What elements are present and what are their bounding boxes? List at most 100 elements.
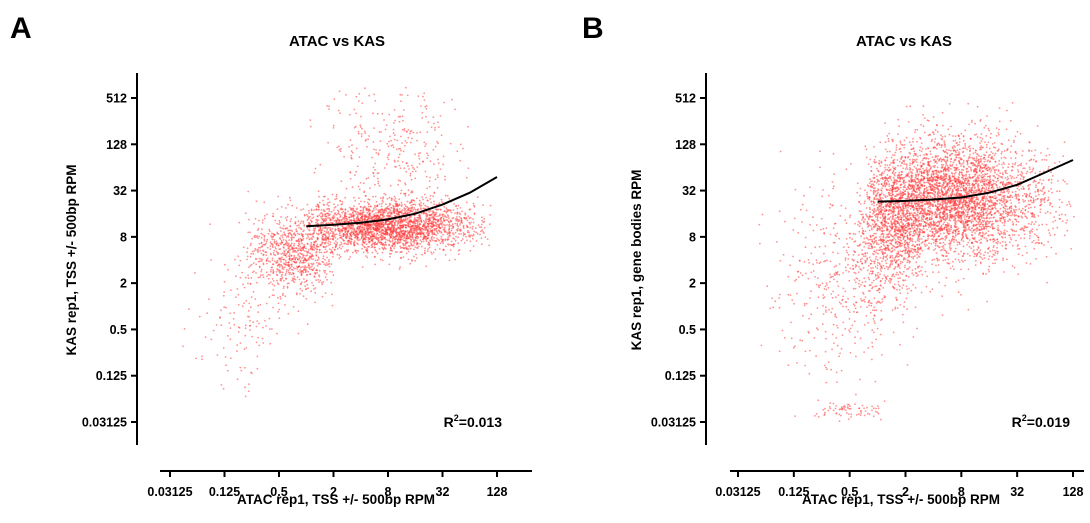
scatter-point bbox=[956, 241, 959, 244]
scatter-point bbox=[396, 235, 398, 238]
scatter-point bbox=[1020, 237, 1022, 240]
scatter-point bbox=[316, 264, 319, 267]
scatter-point bbox=[300, 220, 303, 223]
scatter-point bbox=[262, 254, 265, 257]
scatter-point bbox=[299, 260, 302, 263]
scatter-point bbox=[377, 209, 380, 212]
scatter-point bbox=[349, 233, 351, 235]
scatter-point bbox=[375, 222, 377, 225]
scatter-point bbox=[434, 126, 437, 129]
scatter-point bbox=[955, 164, 958, 166]
scatter-point bbox=[355, 95, 358, 98]
scatter-point bbox=[426, 215, 429, 218]
scatter-point bbox=[950, 149, 952, 152]
scatter-point bbox=[374, 195, 377, 198]
scatter-point bbox=[372, 112, 374, 115]
scatter-point bbox=[209, 223, 212, 226]
scatter-point bbox=[296, 276, 299, 279]
scatter-point bbox=[408, 211, 411, 214]
scatter-point bbox=[382, 216, 384, 219]
scatter-point bbox=[422, 240, 425, 243]
scatter-point bbox=[394, 197, 397, 200]
scatter-point bbox=[1053, 216, 1056, 219]
scatter-point bbox=[346, 225, 349, 228]
scatter-point bbox=[404, 140, 407, 142]
scatter-point bbox=[280, 253, 283, 255]
scatter-point bbox=[914, 241, 917, 243]
scatter-point bbox=[367, 205, 370, 208]
scatter-point bbox=[447, 243, 449, 246]
scatter-point bbox=[323, 251, 326, 254]
scatter-point bbox=[333, 219, 336, 222]
scatter-point bbox=[890, 156, 893, 159]
scatter-point bbox=[907, 206, 910, 209]
scatter-point bbox=[324, 234, 327, 237]
scatter-point bbox=[963, 216, 966, 218]
scatter-point bbox=[355, 229, 357, 232]
scatter-point bbox=[429, 225, 432, 228]
scatter-point bbox=[272, 306, 274, 309]
scatter-point bbox=[400, 256, 403, 259]
scatter-point bbox=[228, 322, 231, 324]
scatter-point bbox=[429, 230, 432, 232]
scatter-point bbox=[258, 219, 260, 222]
scatter-point bbox=[433, 232, 435, 234]
scatter-point bbox=[371, 227, 374, 230]
scatter-point bbox=[911, 169, 914, 171]
scatter-point bbox=[339, 244, 341, 247]
scatter-point bbox=[996, 173, 998, 176]
scatter-point bbox=[459, 224, 461, 226]
scatter-point bbox=[373, 218, 376, 221]
scatter-point bbox=[381, 244, 384, 246]
scatter-point bbox=[334, 240, 337, 243]
scatter-point bbox=[442, 216, 444, 218]
scatter-point bbox=[306, 242, 309, 245]
scatter-point bbox=[383, 237, 386, 239]
scatter-point bbox=[420, 233, 422, 236]
scatter-point bbox=[433, 229, 436, 232]
scatter-point bbox=[980, 175, 982, 177]
scatter-point bbox=[378, 247, 381, 250]
scatter-point bbox=[249, 324, 251, 327]
scatter-point bbox=[329, 241, 332, 244]
scatter-point bbox=[391, 245, 394, 248]
scatter-point bbox=[250, 263, 253, 266]
scatter-point bbox=[335, 193, 338, 196]
scatter-point bbox=[367, 198, 370, 201]
scatter-point bbox=[460, 239, 463, 242]
scatter-point bbox=[386, 212, 389, 215]
scatter-point bbox=[1018, 247, 1021, 250]
scatter-point bbox=[383, 233, 386, 236]
scatter-point bbox=[359, 238, 361, 241]
scatter-point bbox=[336, 217, 339, 220]
scatter-point bbox=[330, 249, 333, 252]
scatter-point bbox=[399, 227, 402, 230]
scatter-point bbox=[397, 115, 400, 118]
scatter-point bbox=[306, 227, 309, 229]
scatter-point bbox=[321, 218, 324, 221]
scatter-point bbox=[272, 272, 275, 275]
scatter-point bbox=[261, 337, 264, 340]
scatter-point bbox=[340, 220, 343, 223]
scatter-point bbox=[356, 214, 359, 217]
scatter-point bbox=[297, 254, 300, 257]
scatter-point bbox=[309, 215, 311, 218]
scatter-point bbox=[918, 240, 920, 243]
scatter-point bbox=[388, 113, 391, 116]
scatter-point bbox=[242, 246, 245, 249]
scatter-point bbox=[238, 221, 241, 224]
scatter-point bbox=[307, 209, 310, 212]
scatter-point bbox=[294, 222, 297, 225]
scatter-point bbox=[399, 192, 402, 195]
scatter-point bbox=[436, 176, 439, 179]
scatter-point bbox=[449, 219, 452, 222]
scatter-point bbox=[373, 148, 375, 151]
scatter-point bbox=[298, 278, 301, 281]
scatter-point bbox=[891, 154, 894, 157]
scatter-point bbox=[293, 242, 296, 245]
scatter-point bbox=[931, 215, 933, 217]
scatter-point bbox=[290, 242, 293, 245]
scatter-point bbox=[407, 129, 410, 131]
scatter-point bbox=[974, 259, 977, 262]
scatter-point bbox=[344, 211, 347, 214]
